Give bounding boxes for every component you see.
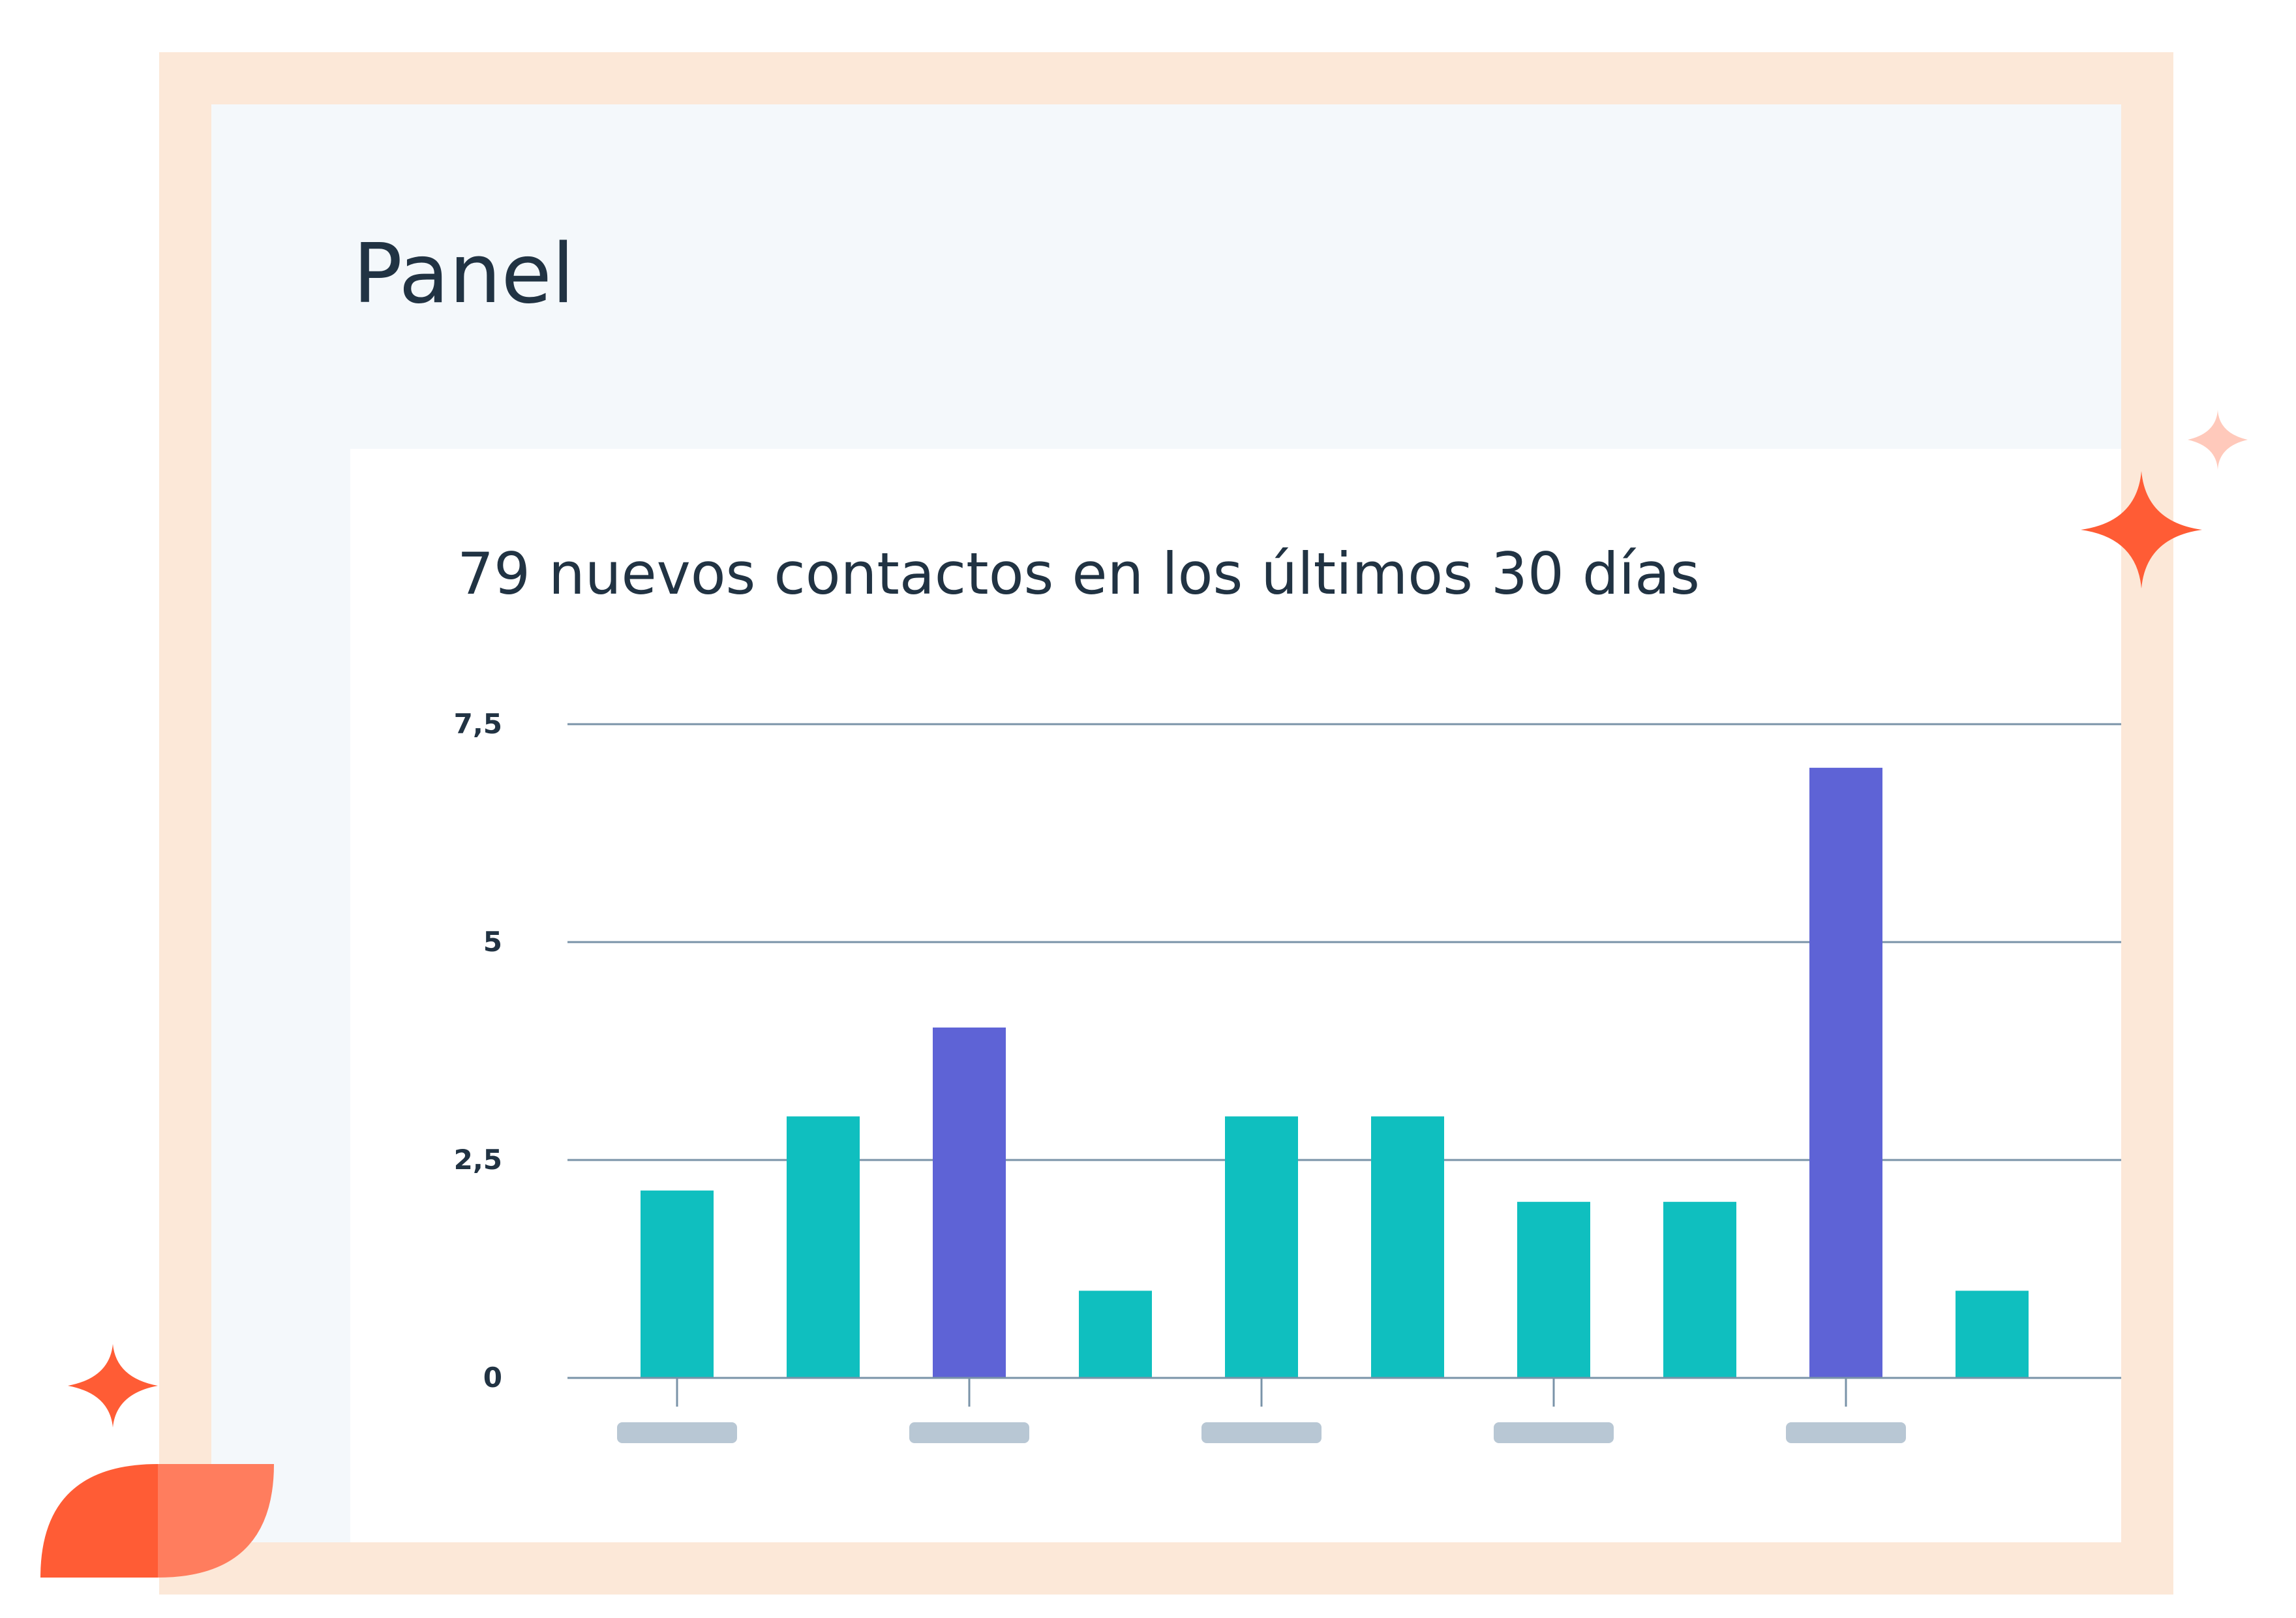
x-tick-label-placeholder — [1786, 1422, 1906, 1443]
page-title: Panel — [353, 226, 575, 322]
bar — [1517, 1202, 1590, 1378]
leaf-left-icon — [40, 1464, 158, 1578]
bar — [1079, 1290, 1152, 1378]
bar — [641, 1190, 714, 1378]
bar — [1956, 1290, 2029, 1378]
bar — [1371, 1116, 1444, 1378]
sparkle-bottom-icon — [68, 1344, 158, 1427]
y-tick-label: 2,5 — [454, 1144, 502, 1176]
bar — [1809, 767, 1882, 1378]
bars — [641, 767, 2029, 1378]
x-tick-label-placeholder — [617, 1422, 737, 1443]
x-tick-label-placeholder — [1201, 1422, 1322, 1443]
y-axis-ticks: 0 2,5 5 7,5 — [454, 708, 502, 1394]
x-axis — [567, 1377, 2121, 1443]
chart-title: 79 nuevos contactos en los últimos 30 dí… — [457, 540, 1700, 607]
y-tick-label: 7,5 — [454, 708, 502, 740]
x-tick-label-placeholder — [909, 1422, 1029, 1443]
y-tick-label: 5 — [483, 926, 502, 958]
sparkle-small-icon — [2188, 410, 2248, 470]
bar — [933, 1027, 1006, 1378]
bar — [787, 1116, 860, 1378]
y-tick-label: 0 — [483, 1362, 502, 1394]
bar — [1225, 1116, 1298, 1378]
bar — [1663, 1202, 1736, 1378]
bar-chart: 0 2,5 5 7,5 — [454, 708, 2121, 1443]
x-tick-label-placeholder — [1494, 1422, 1614, 1443]
